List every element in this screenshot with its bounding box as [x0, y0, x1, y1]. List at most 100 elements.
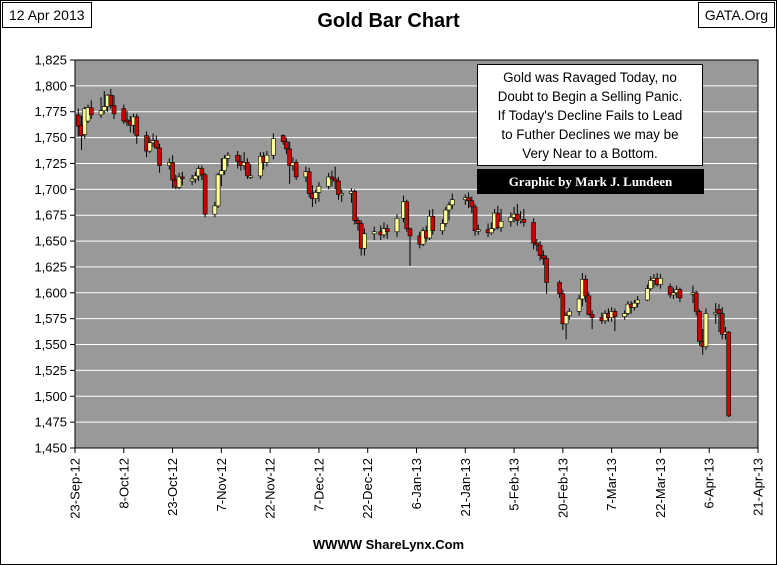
candle [466, 192, 471, 208]
candle [371, 226, 377, 241]
candle [589, 310, 595, 330]
candle-body [154, 140, 159, 149]
candle [75, 108, 81, 137]
candle-body [563, 315, 569, 325]
candle-body [326, 176, 331, 187]
y-tick-label: 1,600 [34, 285, 67, 300]
candle [632, 300, 637, 311]
candle-body [134, 116, 140, 136]
candle-body [534, 242, 540, 246]
x-tick-label: 22-Dec-12 [360, 458, 375, 519]
candle [287, 141, 292, 185]
candle [384, 224, 390, 239]
candle [677, 287, 683, 303]
x-tick-label: 7-Dec-12 [311, 458, 326, 511]
candle-body [449, 199, 455, 206]
candle-body [469, 200, 475, 208]
x-tick-label: 8-Oct-12 [116, 458, 131, 509]
candle [404, 199, 410, 232]
candle [225, 152, 231, 167]
candle-body [121, 108, 127, 122]
candle [635, 295, 640, 308]
x-tick-label: 5-Feb-13 [507, 458, 522, 511]
candle [693, 290, 699, 316]
candle-body [394, 218, 400, 233]
candle-body [466, 197, 471, 202]
candle-body [316, 185, 322, 193]
candle-body [693, 292, 699, 312]
candle-body [531, 222, 536, 244]
candle [202, 172, 208, 218]
candle-body [612, 311, 618, 317]
x-tick-label: 6-Apr-13 [702, 458, 717, 509]
candle [407, 227, 413, 266]
candle-body [697, 311, 702, 342]
candle-body [658, 278, 663, 285]
candle [622, 310, 627, 320]
candle-body [632, 302, 637, 308]
source-label: GATA.Org [697, 2, 775, 28]
candle-body [245, 162, 250, 177]
candle [336, 176, 341, 200]
candle [563, 312, 569, 340]
x-tick-label: 21-Jan-13 [458, 458, 473, 517]
y-tick-label: 1,675 [34, 208, 67, 223]
candle-body [271, 138, 276, 156]
candle [534, 238, 540, 252]
y-axis-ticks: 1,450 1,475 1,500 1,525 1,550 1,575 1,600 1,625… [34, 53, 75, 456]
candle-body [75, 114, 81, 127]
y-tick-label: 1,550 [34, 337, 67, 352]
candle [671, 287, 676, 300]
y-tick-label: 1,500 [34, 389, 67, 404]
candle-body [404, 201, 410, 229]
candle-body [212, 205, 218, 215]
candle [88, 100, 94, 119]
candle-body [557, 282, 562, 295]
candle [98, 97, 104, 118]
candle [339, 189, 344, 202]
candle [332, 166, 338, 190]
x-tick-label: 23-Oct-12 [165, 458, 180, 516]
candle-body [671, 292, 676, 296]
candle-body [489, 228, 494, 234]
candle [264, 151, 270, 167]
x-tick-label: 6-Jan-13 [409, 458, 424, 509]
x-tick-label: 22-Mar-13 [653, 458, 668, 518]
candle-body [384, 228, 390, 233]
candle [154, 135, 159, 149]
candle [271, 133, 276, 160]
candle [248, 164, 253, 179]
candle [313, 189, 318, 204]
candle-body [306, 171, 312, 194]
candle [306, 167, 312, 198]
candle-body [157, 147, 162, 166]
candle [215, 172, 221, 208]
y-tick-label: 1,750 [34, 130, 67, 145]
candle [560, 289, 566, 331]
candle [326, 172, 331, 190]
candle-body [193, 175, 198, 180]
candle [82, 106, 88, 139]
candle-body [329, 176, 335, 180]
candle-body [248, 175, 253, 178]
candle-body [336, 180, 341, 195]
candle [576, 294, 582, 316]
candle-body [726, 331, 732, 417]
candle [180, 171, 185, 186]
candle [583, 275, 588, 303]
y-tick-label: 1,575 [34, 311, 67, 326]
x-tick-label: 22-Nov-12 [263, 458, 278, 519]
candle-body [352, 191, 358, 221]
candle-body [567, 311, 572, 316]
candle [446, 201, 452, 221]
candle [658, 274, 663, 289]
candle [108, 88, 114, 109]
candle [541, 250, 546, 265]
candle [222, 155, 227, 175]
candle-body [472, 206, 478, 232]
y-tick-label: 1,475 [34, 415, 67, 430]
candle-body [313, 192, 318, 199]
candle [189, 174, 195, 186]
candles [75, 88, 732, 417]
candle-body [280, 135, 286, 143]
